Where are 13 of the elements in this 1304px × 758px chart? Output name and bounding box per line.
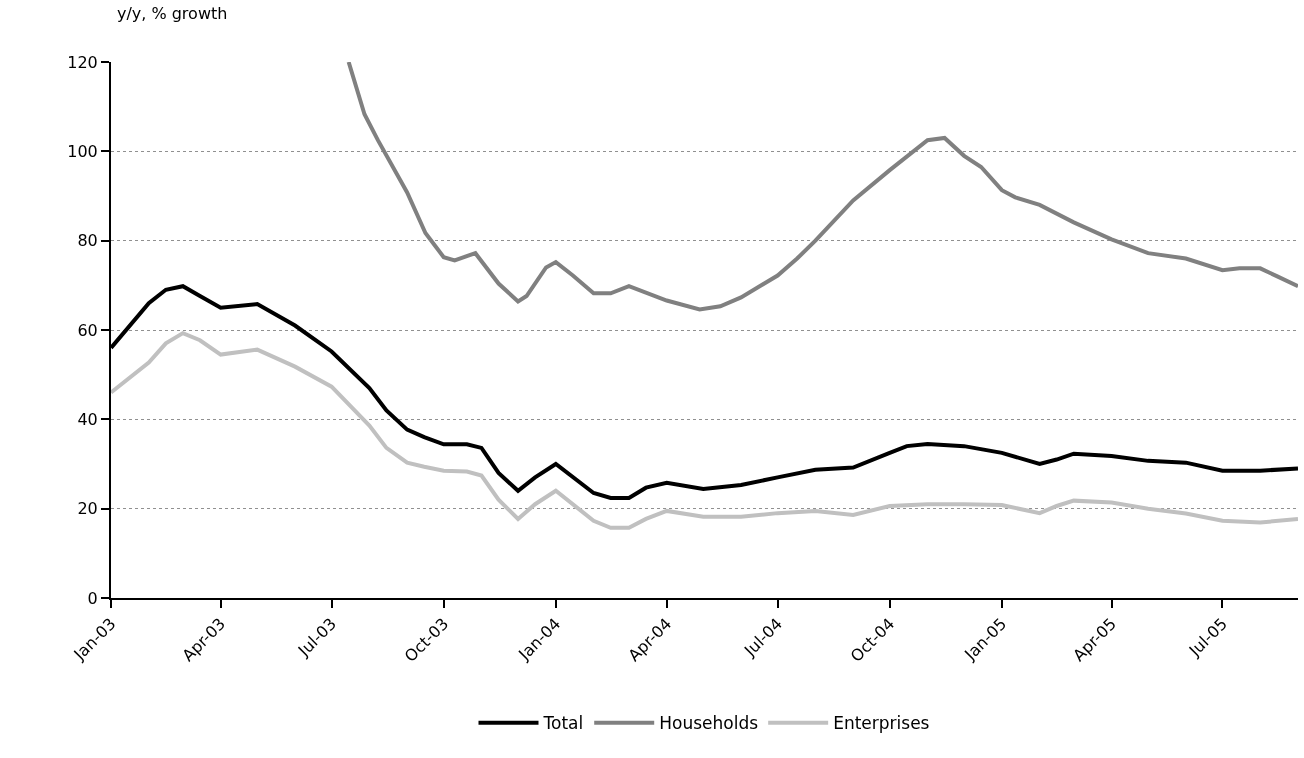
y-tick-label: 80 (77, 231, 98, 251)
legend-label: Enterprises (833, 713, 930, 734)
y-tick-label: 0 (87, 588, 98, 608)
y-tick-label: 100 (67, 141, 98, 161)
y-tick-label: 20 (77, 499, 98, 519)
line-series (346, 62, 1298, 312)
legend-label: Households (659, 713, 759, 734)
y-tick-label: 60 (77, 320, 98, 340)
y-tick-label: 120 (67, 52, 98, 72)
line-series (111, 331, 1298, 530)
legend-label: Total (542, 713, 584, 734)
y-tick-label: 40 (77, 409, 98, 429)
chart-title: y/y, % growth (116, 3, 228, 23)
